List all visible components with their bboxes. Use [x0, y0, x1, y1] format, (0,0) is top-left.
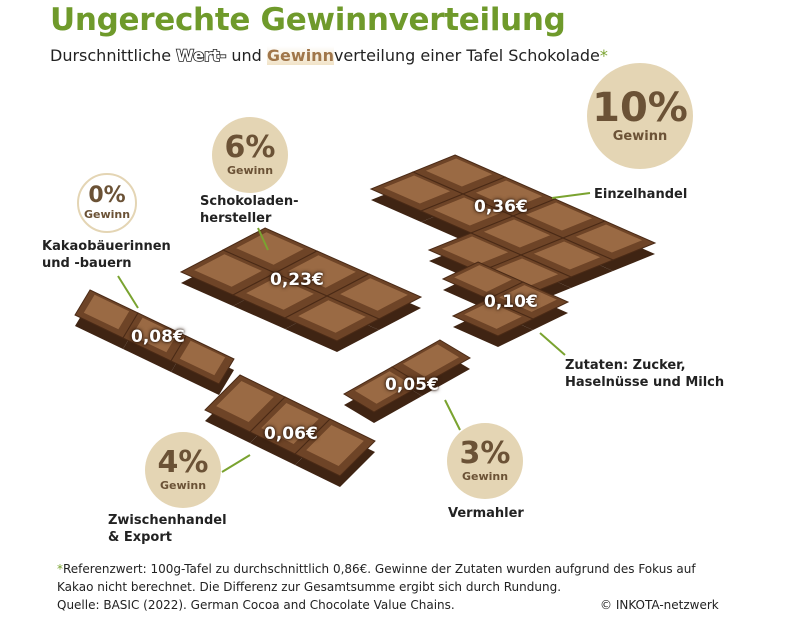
source: Quelle: BASIC (2022). German Cocoa and C…	[57, 598, 455, 612]
label-line: & Export	[108, 530, 172, 545]
chocolate-cell-top	[402, 344, 460, 377]
label-zwischenhandel: Zwischenhandel & Export	[108, 512, 227, 546]
value-vermahler: 0,05€	[385, 375, 439, 395]
chocolate-cell-top	[194, 254, 262, 287]
profit-label: Gewinn	[461, 470, 509, 483]
value-zutaten: 0,10€	[484, 292, 538, 312]
profit-circle-einzelhandel: 10% Gewinn	[587, 63, 693, 169]
footnote-line1: *Referenzwert: 100g-Tafel zu durchschnit…	[57, 562, 696, 576]
chocolate-cell-top	[475, 180, 543, 209]
subtitle-gewinn: Gewinn	[266, 46, 334, 65]
profit-circle-kakao: 0% Gewinn	[77, 173, 137, 233]
label-einzelhandel: Einzelhandel	[594, 187, 688, 202]
value-hersteller: 0,23€	[270, 270, 324, 290]
leader-line	[444, 399, 461, 431]
label-line: Schokoladen-	[200, 194, 299, 209]
chocolate-cell-top	[340, 278, 408, 311]
profit-label: Gewinn	[83, 208, 131, 221]
chocolate-cell-top	[83, 294, 130, 330]
profit-value: 0%	[88, 183, 126, 208]
label-line: und -bauern	[42, 256, 132, 271]
asterisk: *	[57, 562, 63, 576]
chocolate-cell-top	[288, 255, 356, 288]
subtitle-wert: Wert-	[175, 45, 227, 66]
chocolate-cell-top	[441, 236, 509, 265]
chocolate-cell-top	[246, 277, 314, 310]
subtitle: Durschnittliche Wert- und Gewinnverteilu…	[50, 45, 608, 66]
label-kakao: Kakaobäuerinnen und -bauern	[42, 238, 171, 272]
subtitle-text: Durschnittliche	[50, 46, 177, 65]
label-line: Zutaten: Zucker,	[565, 358, 686, 373]
chocolate-cell-top	[261, 402, 319, 445]
copyright: © INKOTA-netzwerk	[600, 598, 719, 612]
chocolate-cell-top	[464, 302, 522, 329]
profit-value: 4%	[157, 445, 209, 480]
profit-value: 3%	[459, 436, 511, 471]
chocolate-cell-top	[216, 380, 274, 423]
chocolate-cell-top	[306, 424, 364, 467]
page-title: Ungerechte Gewinnverteilung	[50, 2, 566, 38]
profit-value: 10%	[592, 85, 688, 131]
label-line: hersteller	[200, 211, 272, 226]
chocolate-cell-top	[483, 219, 551, 248]
profit-circle-zwischenhandel: 4% Gewinn	[145, 432, 221, 508]
subtitle-text: und	[226, 46, 267, 65]
profit-circle-hersteller: 6% Gewinn	[212, 117, 288, 193]
chocolate-cell-top	[499, 285, 557, 312]
chocolate-cell-top	[454, 265, 512, 292]
profit-label: Gewinn	[612, 129, 668, 144]
label-vermahler: Vermahler	[448, 506, 524, 521]
chocolate-cell-top	[433, 197, 501, 226]
subtitle-text: verteilung einer Tafel Schokolade	[333, 46, 600, 65]
chocolate-cell-top	[383, 175, 451, 204]
leader-line	[551, 192, 591, 199]
profit-label: Gewinn	[159, 479, 207, 492]
label-line: Kakaobäuerinnen	[42, 239, 171, 254]
footnote-line2: Kakao nicht berechnet. Die Differenz zur…	[57, 580, 562, 594]
value-zwischenhandel: 0,06€	[264, 424, 318, 444]
footnote-text: Referenzwert: 100g-Tafel zu durchschnitt…	[63, 562, 696, 576]
label-hersteller: Schokoladen-hersteller	[200, 193, 298, 227]
label-zutaten: Zutaten: Zucker, Haselnüsse und Milch	[565, 357, 724, 391]
chocolate-cell-top	[298, 300, 366, 333]
chocolate-cell-top	[491, 258, 559, 287]
leader-line	[257, 227, 269, 251]
leader-line	[117, 275, 139, 309]
profit-label: Gewinn	[226, 164, 274, 177]
leader-line	[221, 454, 251, 473]
chocolate-cell-top	[533, 241, 601, 270]
value-kakao: 0,08€	[131, 327, 185, 347]
chocolate-cell-top	[179, 340, 226, 376]
chocolate-cell-top	[525, 202, 593, 231]
profit-value: 6%	[224, 130, 276, 165]
chocolate-cell-top	[425, 158, 493, 187]
asterisk: *	[599, 46, 608, 65]
leader-line	[539, 332, 566, 356]
chocolate-cell-top	[131, 317, 178, 353]
chocolate-cell-top	[236, 232, 304, 265]
label-line: Zwischenhandel	[108, 513, 227, 528]
value-einzelhandel: 0,36€	[474, 197, 528, 217]
chocolate-cell-top	[354, 371, 412, 404]
label-line: Haselnüsse und Milch	[565, 375, 725, 390]
chocolate-cell-top	[575, 224, 643, 253]
profit-circle-vermahler: 3% Gewinn	[447, 423, 523, 499]
